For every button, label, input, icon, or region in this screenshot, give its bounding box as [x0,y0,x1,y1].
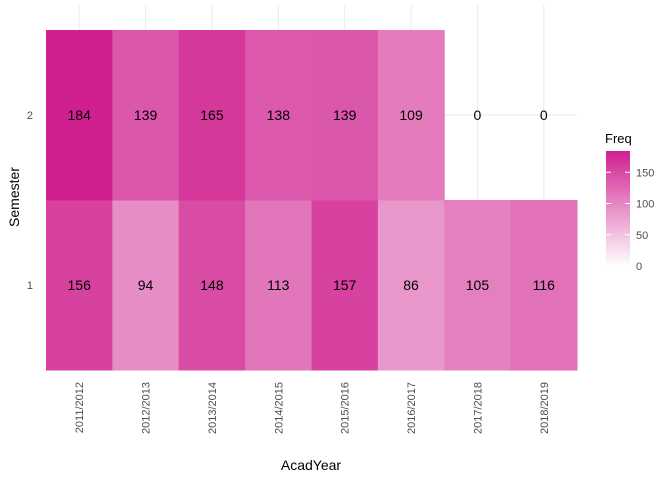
x-axis-ticks: 2011/2012 2012/2013 2013/2014 2014/2015 2015… [74,382,551,434]
heatmap-cell [178,30,246,201]
legend-tick-label: 0 [636,261,642,273]
x-tick-label: 2015/2016 [340,382,352,434]
cell-value-label: 165 [200,107,224,123]
cell-value-label: 86 [403,277,419,293]
heatmap-cell [245,30,312,201]
heatmap-cell [46,200,113,371]
legend-tick-label: 50 [636,230,648,242]
x-tick-label: 2011/2012 [74,382,86,433]
heatmap-cell [46,30,113,201]
cell-value-label: 109 [399,107,423,123]
cell-labels-layer: 156 94 148 113 157 86 105 116 184 139 165 138 139 109… [68,107,556,293]
cell-value-label: 0 [540,107,548,123]
cells-layer [46,30,578,371]
x-tick-label: 2016/2017 [406,382,418,434]
cell-value-label: 156 [68,277,92,293]
cell-value-label: 94 [138,277,154,293]
legend-colorbar [606,151,630,266]
cell-value-label: 148 [200,277,224,293]
heatmap-cell [311,30,379,201]
cell-value-label: 157 [333,277,357,293]
legend-title: Freq [605,131,632,146]
cell-value-label: 139 [134,107,158,123]
heatmap-cell [377,200,445,371]
x-tick-label: 2013/2014 [207,382,219,434]
heatmap-cell [510,200,578,371]
heatmap-cell [178,200,246,371]
cell-value-label: 138 [267,107,291,123]
legend-tick-label: 150 [636,167,654,179]
cell-value-label: 139 [333,107,357,123]
heatmap-cell [311,200,379,371]
y-tick-label: 2 [27,110,33,122]
cell-value-label: 116 [533,277,556,293]
cell-value-label: 184 [68,107,92,123]
heatmap-cell [245,200,312,371]
x-axis-title: AcadYear [281,457,342,473]
cell-value-label: 0 [474,107,482,123]
legend: Freq 0 50 100 150 [605,131,654,273]
heatmap-cell [377,30,445,201]
cell-value-label: 105 [466,277,490,293]
cell-value-label: 113 [267,277,290,293]
x-tick-label: 2018/2019 [539,382,551,434]
heatmap-cell [444,200,512,371]
x-tick-label: 2012/2013 [141,382,153,434]
x-tick-label: 2014/2015 [273,382,285,434]
legend-ticks: 0 50 100 150 [606,167,654,273]
x-tick-label: 2017/2018 [472,382,484,434]
y-tick-label: 1 [27,280,33,292]
heatmap-cell [112,200,180,371]
legend-tick-label: 100 [636,199,654,211]
y-axis-ticks: 12 [27,110,33,292]
heatmap-cell [112,30,180,201]
y-axis-title: Semester [6,167,22,227]
